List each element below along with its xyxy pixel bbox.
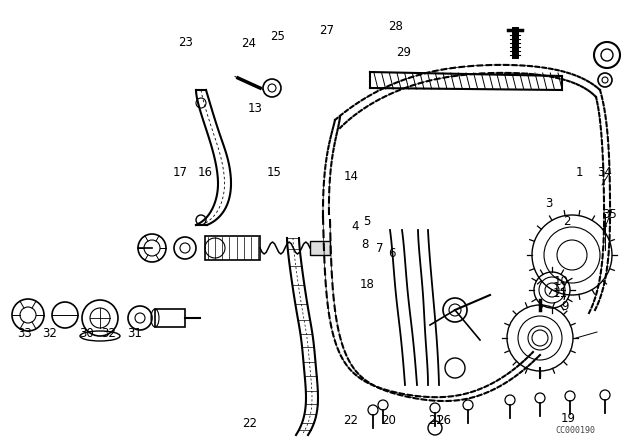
Text: 28: 28 — [388, 20, 403, 34]
Text: 1: 1 — [575, 166, 583, 179]
Text: 22: 22 — [242, 417, 257, 430]
Text: CC000190: CC000190 — [555, 426, 595, 435]
Text: 33: 33 — [17, 327, 32, 340]
Text: 34: 34 — [597, 166, 612, 179]
Text: 12: 12 — [553, 281, 568, 294]
Text: 32: 32 — [42, 327, 58, 340]
Text: 11: 11 — [553, 287, 568, 300]
Text: 5: 5 — [363, 215, 371, 228]
Text: 8: 8 — [361, 237, 369, 251]
Text: 24: 24 — [241, 37, 256, 51]
Bar — [310, 241, 330, 255]
Text: 22: 22 — [343, 414, 358, 427]
Text: 17: 17 — [173, 166, 188, 179]
Text: 6: 6 — [388, 246, 396, 260]
Text: 20: 20 — [381, 414, 396, 427]
Text: 9: 9 — [561, 300, 569, 314]
Bar — [155, 309, 185, 327]
Text: 16: 16 — [197, 166, 212, 179]
Text: 27: 27 — [319, 24, 334, 37]
Text: 14: 14 — [343, 170, 358, 184]
Text: 25: 25 — [269, 30, 285, 43]
Text: 13: 13 — [247, 102, 262, 115]
Text: 31: 31 — [127, 327, 142, 340]
Bar — [205, 236, 260, 260]
Text: 19: 19 — [561, 412, 576, 426]
Text: 7: 7 — [376, 242, 383, 255]
Text: 23: 23 — [178, 36, 193, 49]
Text: 3: 3 — [545, 197, 553, 211]
Text: 2: 2 — [563, 215, 570, 228]
Text: 35: 35 — [602, 207, 617, 221]
Text: 15: 15 — [266, 166, 282, 179]
Text: 21: 21 — [428, 414, 443, 427]
Text: 32: 32 — [101, 327, 116, 340]
Text: 18: 18 — [359, 278, 374, 291]
Text: 29: 29 — [396, 46, 411, 60]
Text: 30: 30 — [79, 327, 94, 340]
Text: 10: 10 — [553, 275, 568, 288]
Text: 26: 26 — [436, 414, 451, 427]
Text: 4: 4 — [351, 220, 359, 233]
